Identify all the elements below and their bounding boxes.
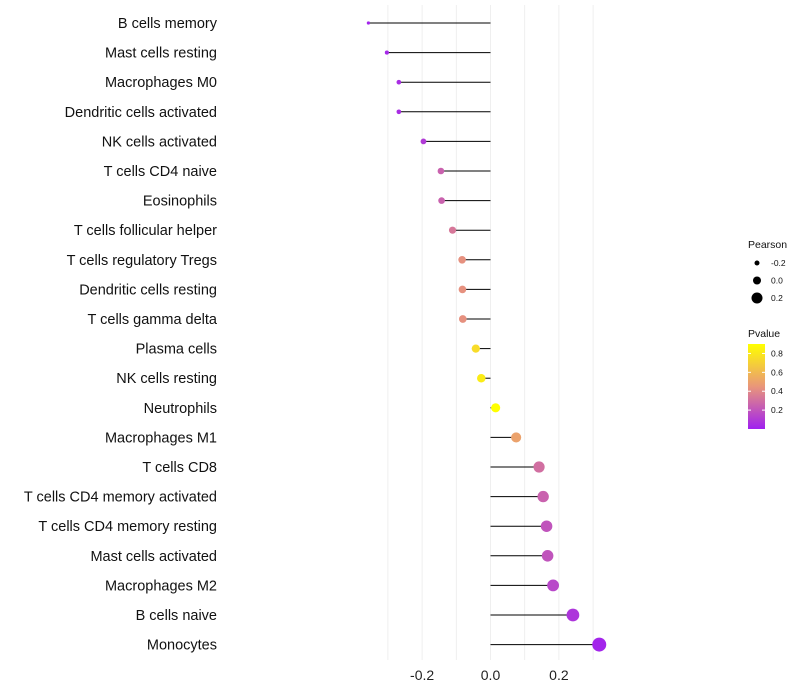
pvalue-legend-label: 0.6	[771, 367, 783, 377]
category-label: Mast cells activated	[90, 549, 217, 565]
category-label: Eosinophils	[143, 194, 217, 210]
data-point	[458, 285, 467, 294]
x-tick-label: 0.2	[549, 667, 569, 683]
data-point	[477, 373, 486, 383]
category-label: Dendritic cells activated	[65, 105, 217, 121]
data-point	[541, 550, 554, 562]
pvalue-legend-title: Pvalue	[748, 328, 780, 340]
category-label: T cells gamma delta	[88, 312, 218, 328]
category-label: Macrophages M1	[105, 430, 217, 446]
data-point	[471, 344, 480, 353]
pvalue-colorbar	[748, 344, 765, 429]
data-point	[437, 167, 445, 175]
category-label: T cells CD8	[142, 460, 217, 476]
category-label: T cells CD4 memory activated	[24, 490, 217, 506]
category-label: NK cells activated	[102, 134, 217, 150]
category-label: Macrophages M0	[105, 75, 217, 91]
pvalue-legend-label: 0.8	[771, 348, 783, 358]
data-point	[384, 50, 389, 55]
pearson-legend-key	[753, 276, 761, 285]
category-label: Monocytes	[147, 638, 217, 654]
point-layer	[366, 21, 607, 652]
category-label: B cells naive	[136, 608, 217, 624]
data-point	[438, 197, 445, 204]
category-label: B cells memory	[118, 16, 218, 32]
data-point	[491, 403, 501, 413]
category-label: Macrophages M2	[105, 578, 217, 594]
data-point	[547, 579, 559, 592]
x-tick-label: 0.0	[481, 667, 501, 683]
data-point	[420, 138, 427, 145]
data-point	[458, 315, 467, 323]
data-point	[540, 520, 553, 532]
pearson-legend-key	[754, 260, 760, 266]
category-label: T cells follicular helper	[74, 223, 217, 239]
pearson-legend-title: Pearson	[748, 239, 787, 251]
pearson-legend-label: 0.0	[771, 276, 783, 286]
pearson-legend-key	[751, 292, 763, 304]
data-point	[533, 461, 545, 473]
category-labels: B cells memory Mast cells resting Macropha…	[24, 16, 218, 654]
category-label: Dendritic cells resting	[79, 282, 217, 298]
grid-layer	[387, 5, 594, 660]
pvalue-legend-label: 0.4	[771, 386, 783, 396]
pearson-legend-label: -0.2	[771, 258, 786, 268]
category-label: T cells regulatory Tregs	[67, 253, 217, 269]
category-label: NK cells resting	[116, 371, 217, 387]
pearson-legend-label: 0.2	[771, 293, 783, 303]
category-label: Neutrophils	[144, 401, 217, 417]
category-label: T cells CD4 naive	[104, 164, 217, 180]
data-point	[511, 432, 522, 443]
pvalue-legend: Pvalue 0.8 0.6 0.4 0.2	[748, 328, 783, 429]
pearson-legend: Pearson -0.2 0.0 0.2	[748, 239, 787, 304]
data-point	[537, 490, 549, 503]
data-point	[366, 21, 371, 25]
data-point	[448, 226, 457, 234]
x-axis: -0.2 0.0 0.2	[410, 667, 569, 683]
stem-layer	[368, 22, 600, 646]
pvalue-legend-label: 0.2	[771, 405, 783, 415]
category-label: Mast cells resting	[105, 46, 217, 62]
data-point	[396, 79, 402, 85]
category-label: Plasma cells	[136, 342, 217, 358]
x-tick-label: -0.2	[410, 667, 434, 683]
data-point	[396, 109, 402, 115]
data-point	[458, 256, 466, 264]
data-point	[592, 637, 607, 652]
category-label: T cells CD4 memory resting	[38, 519, 217, 535]
data-point	[566, 608, 580, 622]
